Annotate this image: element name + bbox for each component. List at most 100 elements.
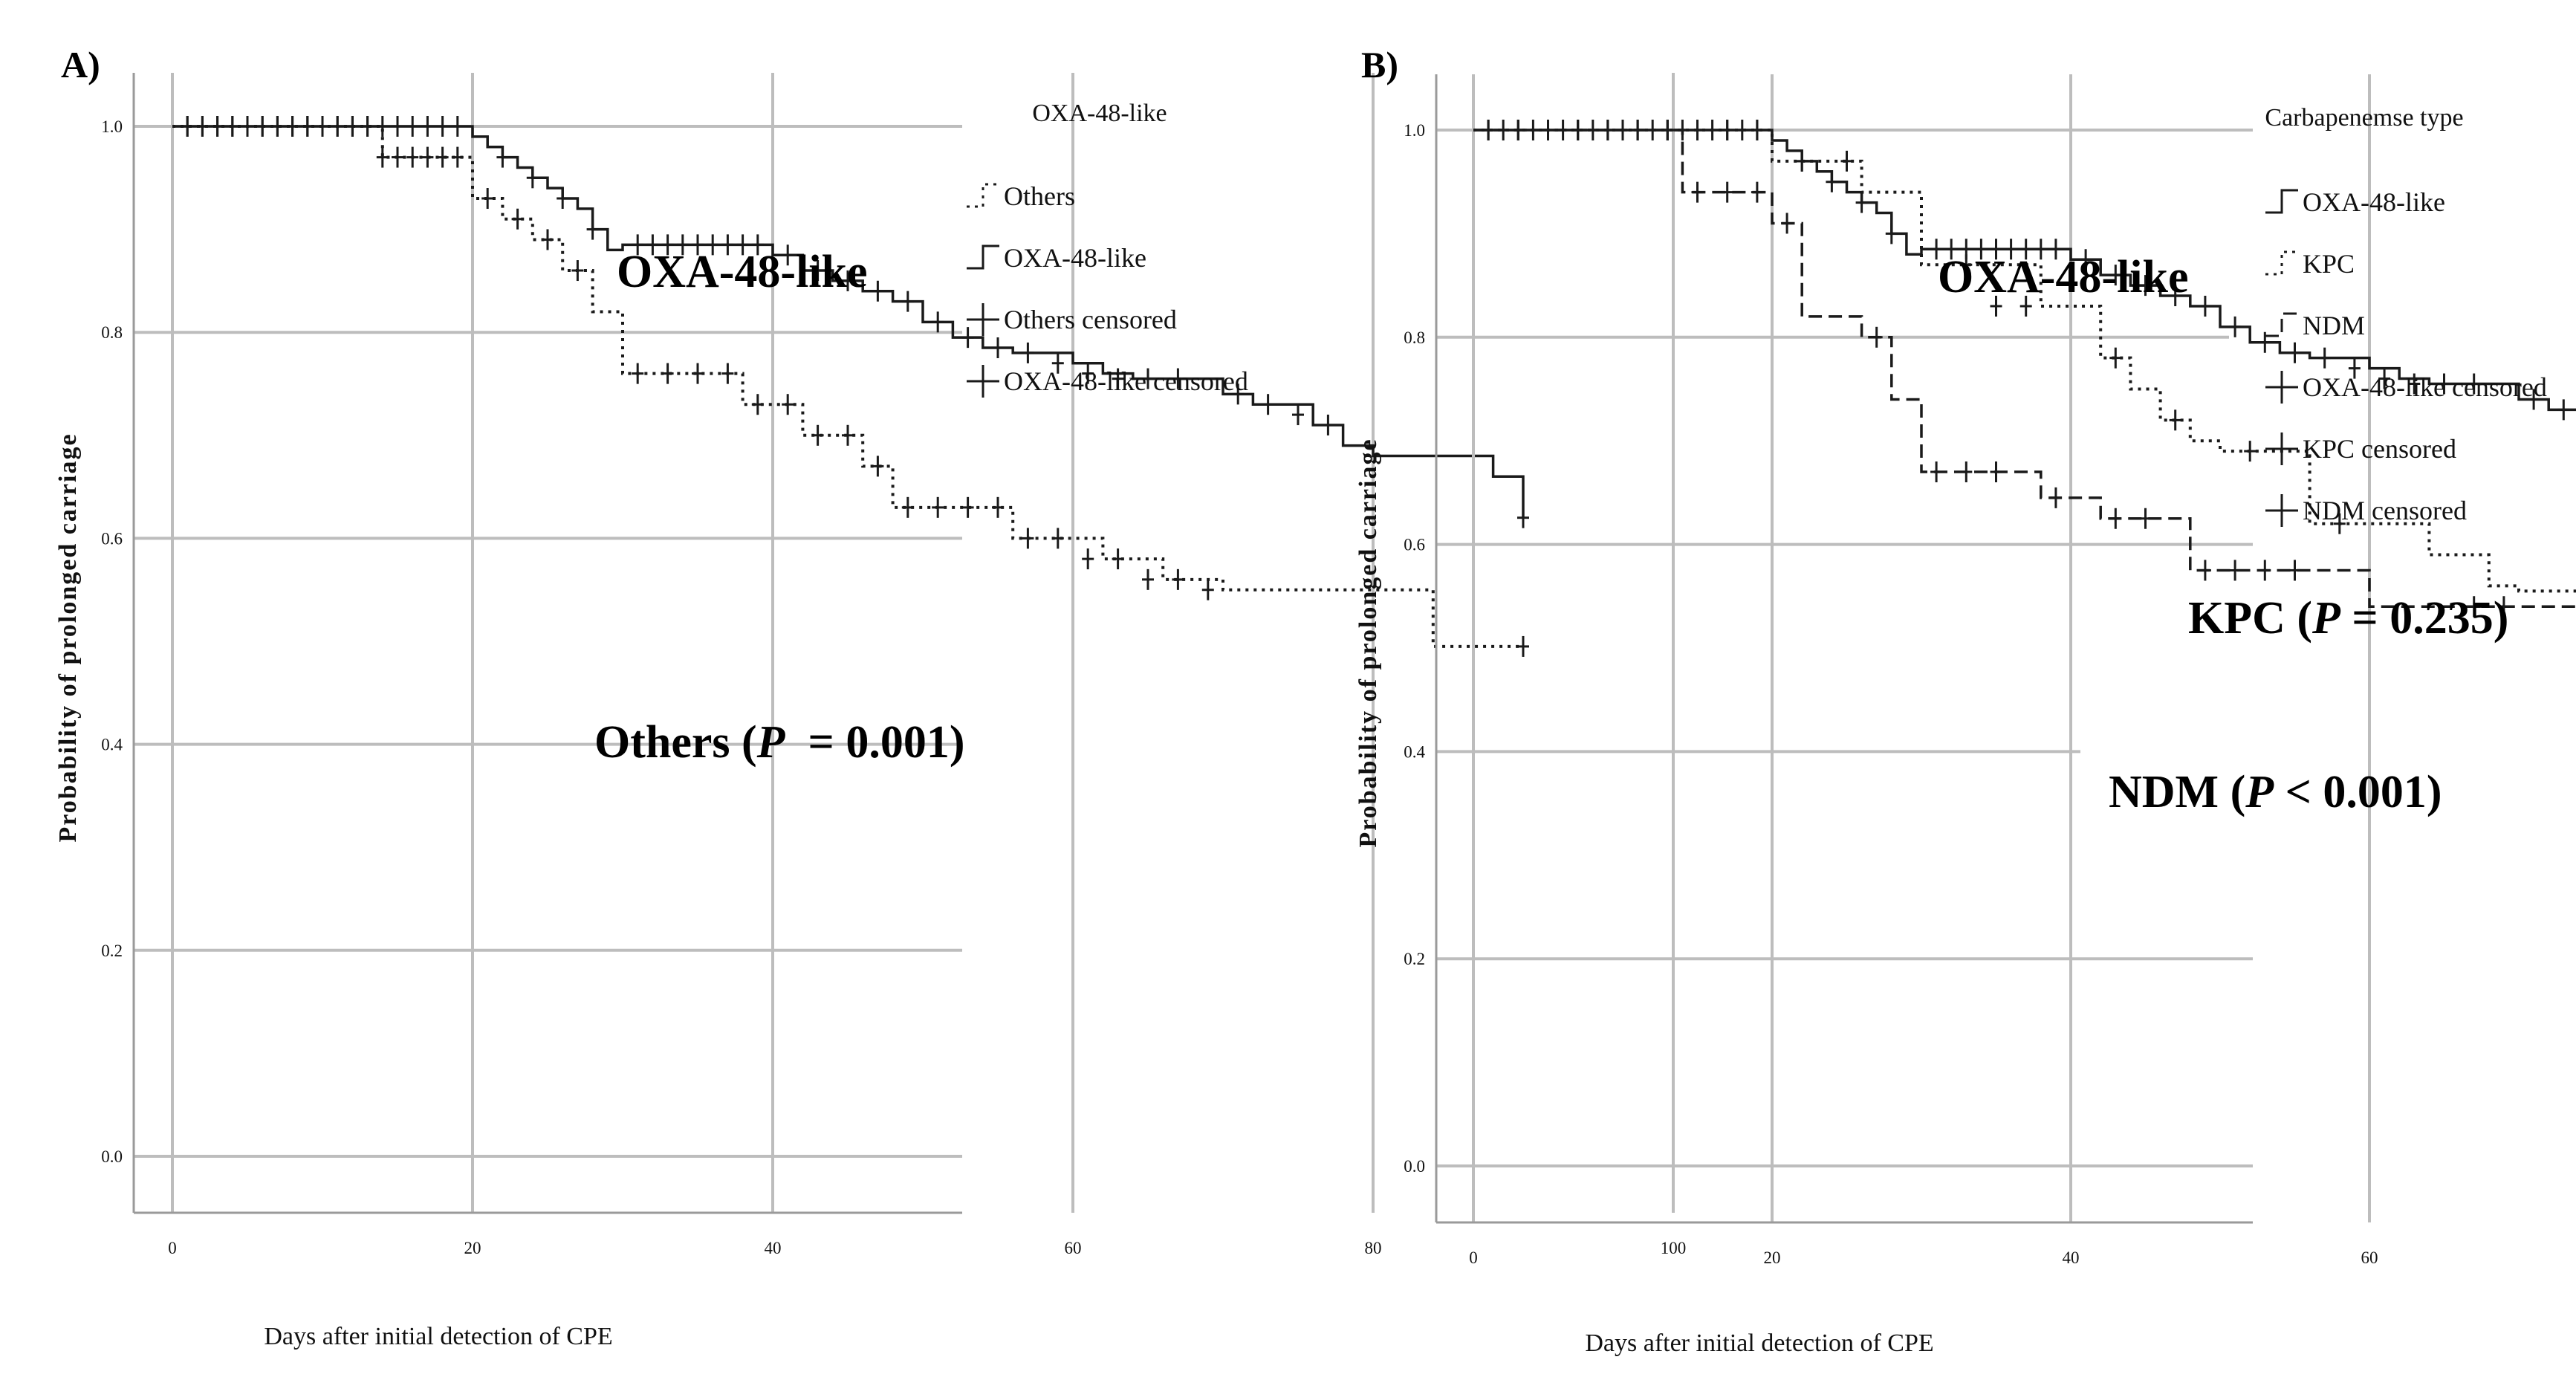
- panel-b-censor-mark: [1840, 150, 1853, 172]
- panel-a-censor-mark: [842, 424, 854, 446]
- panel-b-legend-item: KPC censored: [2265, 432, 2456, 465]
- panel-b-censor-mark: [2244, 441, 2257, 462]
- panel-a-censor-mark: [361, 116, 374, 137]
- panel-a-annotations: OXA-48-like Others (P = 0.001): [594, 247, 965, 768]
- panel-a-censor-mark: [241, 116, 253, 137]
- panel-a-ticks: 0 20 40 60 80 100 0.0 0.2 0.4 0.6 0.8 1.0: [101, 117, 1686, 1257]
- panel-b-censor-mark: [1601, 120, 1614, 140]
- panel-a-censor-mark: [451, 116, 464, 137]
- panel-b-censor-mark: [1975, 239, 1988, 260]
- panel-a-legend-label: OXA-48-like: [1004, 243, 1146, 273]
- panel-a-censor-mark: [346, 116, 359, 137]
- panel-a-censor-mark: [301, 116, 314, 137]
- panel-a-series-oxa-48-like-line: [172, 125, 1525, 518]
- panel-b-censor-mark: [2109, 265, 2122, 286]
- panel-b-censor-mark: [2199, 295, 2211, 317]
- panel-a-censor-mark: [1082, 548, 1094, 570]
- panel-a-censor-mark: [196, 116, 209, 137]
- panel-a-censor-mark: [736, 234, 749, 256]
- panel-a-x-tick-label: 0: [168, 1239, 177, 1257]
- panel-b-x-tick-label: 0: [1469, 1248, 1478, 1267]
- panel-a-censor-mark: [392, 116, 403, 137]
- panel-a-censor-mark: [451, 146, 464, 168]
- annotation-text: NDM (: [2109, 767, 2245, 817]
- panel-a-legend-label: Others censored: [1004, 305, 1177, 334]
- panel-b-legend-item: NDM: [2265, 311, 2365, 340]
- panel-b-censor-mark: [2034, 239, 2047, 260]
- panel-a-censor-mark: [782, 244, 794, 266]
- panel-a-x-tick-label: 60: [1065, 1239, 1082, 1257]
- panel-a-censor-mark: [376, 146, 389, 168]
- panel-b-x-tick-label: 40: [2063, 1248, 2080, 1267]
- panel-b-censor-mark: [2169, 285, 2181, 307]
- panel-b-grid: [1435, 74, 2371, 1224]
- panel-b-censor-mark: [1751, 181, 1763, 203]
- panel-a-censor-mark: [1262, 394, 1274, 415]
- panel-a-censor-mark: [692, 234, 704, 256]
- panel-b-censor-mark: [1542, 120, 1554, 140]
- panel-a-legend-item: Others censored: [967, 303, 1177, 336]
- panel-a-censor-mark: [632, 234, 644, 256]
- panel-a-censor-mark: [992, 496, 1004, 518]
- panel-b-censor-mark: [2229, 560, 2242, 581]
- panel-b-censor-mark: [1632, 120, 1644, 140]
- panel-b-censor-mark: [2333, 513, 2346, 534]
- panel-a-y-tick-label: 0.8: [101, 323, 123, 342]
- panel-a-censor-mark: [751, 394, 764, 415]
- panel-b-censor-mark: [2229, 316, 2242, 337]
- panel-a-censor-mark: [646, 234, 659, 256]
- panel-a-annotation-others: Others (P = 0.001): [594, 717, 965, 768]
- panel-a-censor-mark: [256, 116, 269, 137]
- panel-a-x-tick-label: 100: [1661, 1239, 1687, 1257]
- panel-b-censor-mark: [2109, 508, 2122, 529]
- panel-b-y-tick-label: 1.0: [1404, 121, 1425, 140]
- panel-a-series: [172, 116, 1529, 657]
- panel-a-censor-mark: [1517, 635, 1529, 657]
- panel-a-grid: [132, 73, 1675, 1214]
- panel-b-censor-mark: [1661, 120, 1674, 140]
- panel-b-x-tick-label: 60: [2361, 1248, 2378, 1267]
- panel-b-y-axis-title: Probability of prolonged carriage: [1354, 438, 1382, 847]
- panel-b-censor-mark: [2080, 249, 2092, 270]
- annotation-text: KPC (: [2188, 593, 2312, 644]
- panel-b-censor-mark: [2049, 487, 2062, 508]
- panel-a-censor-mark: [557, 188, 569, 210]
- panel-a-censor-mark: [782, 394, 794, 415]
- panel-a-legend-label: OXA-48-like censored: [1004, 366, 1248, 396]
- panel-a-censor-mark: [692, 363, 704, 384]
- panel-a-censor-mark: [586, 218, 599, 240]
- panel-b-censor-mark: [1796, 150, 1808, 172]
- panel-a-censor-mark: [286, 116, 299, 137]
- panel-a-censor-mark: [632, 363, 644, 384]
- panel-b-series-ndm-line: [1473, 129, 2576, 608]
- panel-a-censor-mark: [331, 116, 344, 137]
- panel-b-annotation-kpc: KPC (P = 0.235): [2188, 593, 2508, 644]
- panel-b-censor-mark: [1781, 213, 1794, 234]
- panel-b-censor-mark: [2468, 373, 2480, 395]
- panel-a-censor-mark: [571, 260, 584, 282]
- panel-b-censor-mark: [1990, 239, 2002, 260]
- panel-b-y-tick-label: 0.2: [1404, 950, 1425, 968]
- panel-b-censor-mark: [2109, 347, 2122, 369]
- panel-b-censor-mark: [1945, 239, 1958, 260]
- annotation-p-symbol: P: [756, 717, 786, 768]
- panel-a-censor-mark: [1172, 368, 1184, 389]
- panel-a-censor-mark: [317, 116, 328, 137]
- panel-a-censor-mark: [392, 146, 403, 168]
- panel-b-annotation-ndm: NDM (P < 0.001): [2109, 767, 2442, 817]
- panel-b-censor-mark: [1512, 120, 1525, 140]
- panel-a-legend-item: OXA-48-like censored: [967, 365, 1248, 398]
- panel-a-censor-mark: [406, 116, 419, 137]
- panel-b-censor-mark: [2199, 560, 2211, 581]
- panel-b-censor-mark: [1721, 181, 1733, 203]
- panel-b-censor-mark: [1930, 461, 1943, 483]
- panel-b-censor-mark: [2468, 596, 2480, 618]
- panel-b-censor-mark: [1482, 120, 1495, 140]
- legend-line-swatch: [2265, 189, 2298, 214]
- panel-b-censor-mark: [1826, 171, 1838, 192]
- panel-a-label: A): [61, 44, 100, 85]
- panel-b-annotations: OXA-48-like KPC (P = 0.235) NDM (P < 0.0…: [1938, 252, 2508, 817]
- panel-a-censor-mark: [872, 280, 884, 302]
- panel-a-censor-mark: [1082, 363, 1094, 384]
- panel-b-legend-label: OXA-48-like: [2303, 187, 2445, 217]
